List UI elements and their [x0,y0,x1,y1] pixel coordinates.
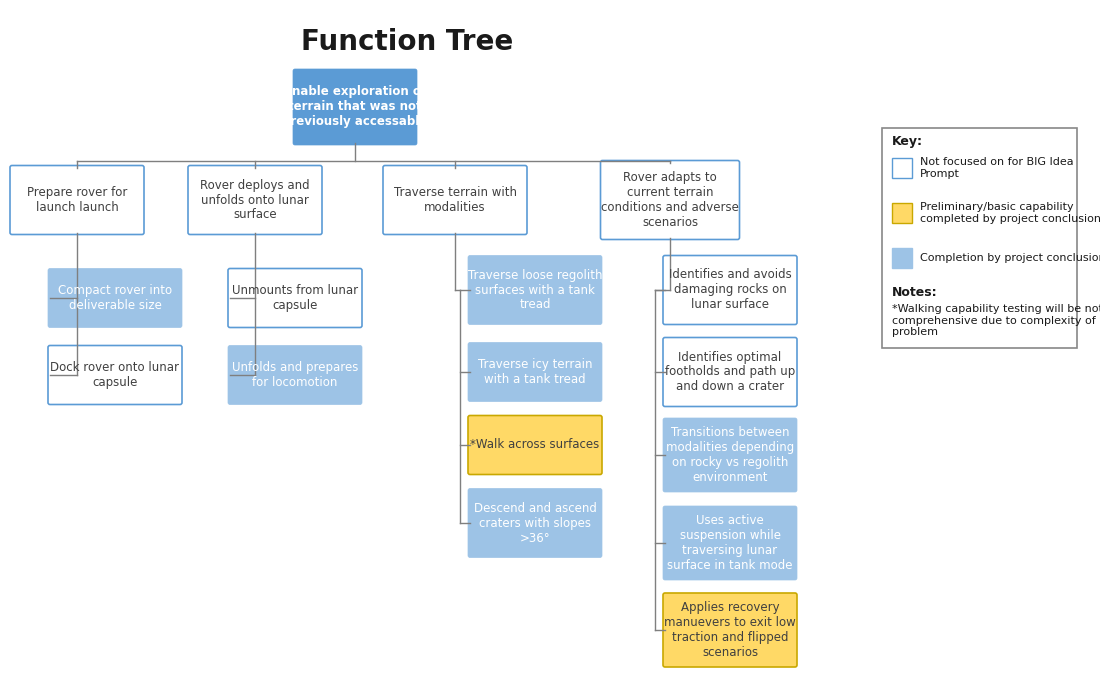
Text: *Walking capability testing will be not be
comprehensive due to complexity of
pr: *Walking capability testing will be not … [892,304,1100,337]
FancyBboxPatch shape [228,269,362,328]
FancyBboxPatch shape [663,593,798,667]
Text: Notes:: Notes: [892,286,937,299]
FancyBboxPatch shape [663,255,798,324]
Text: Traverse loose regolith
surfaces with a tank
tread: Traverse loose regolith surfaces with a … [468,269,603,312]
Text: Applies recovery
manuevers to exit low
traction and flipped
scenarios: Applies recovery manuevers to exit low t… [664,601,796,659]
FancyBboxPatch shape [601,161,739,239]
Text: Traverse icy terrain
with a tank tread: Traverse icy terrain with a tank tread [477,358,592,386]
Text: Dock rover onto lunar
capsule: Dock rover onto lunar capsule [51,361,179,389]
Text: Identifies optimal
footholds and path up
and down a crater: Identifies optimal footholds and path up… [664,351,795,393]
FancyBboxPatch shape [892,203,912,223]
Text: Unmounts from lunar
capsule: Unmounts from lunar capsule [232,284,359,312]
FancyBboxPatch shape [188,166,322,235]
Text: Unfolds and prepares
for locomotion: Unfolds and prepares for locomotion [232,361,359,389]
Text: Uses active
suspension while
traversing lunar
surface in tank mode: Uses active suspension while traversing … [668,514,793,572]
FancyBboxPatch shape [48,269,182,328]
FancyBboxPatch shape [663,338,798,406]
FancyBboxPatch shape [48,345,182,404]
FancyBboxPatch shape [468,416,602,475]
FancyBboxPatch shape [10,166,144,235]
Text: Rover deploys and
unfolds onto lunar
surface: Rover deploys and unfolds onto lunar sur… [200,178,310,221]
FancyBboxPatch shape [228,345,362,404]
FancyBboxPatch shape [468,255,602,324]
FancyBboxPatch shape [468,342,602,402]
Text: Traverse terrain with
modalities: Traverse terrain with modalities [394,186,517,214]
Text: Transitions between
modalities depending
on rocky vs regolith
environment: Transitions between modalities depending… [666,426,794,484]
FancyBboxPatch shape [468,489,602,557]
Text: Key:: Key: [892,136,923,148]
FancyBboxPatch shape [892,158,912,178]
Text: Identifies and avoids
damaging rocks on
lunar surface: Identifies and avoids damaging rocks on … [669,269,791,312]
Text: Rover adapts to
current terrain
conditions and adverse
scenarios: Rover adapts to current terrain conditio… [601,171,739,229]
Text: Descend and ascend
craters with slopes
>36°: Descend and ascend craters with slopes >… [474,502,596,544]
Text: Prepare rover for
launch launch: Prepare rover for launch launch [26,186,128,214]
Text: Enable exploration of
terrain that was not
previously accessable: Enable exploration of terrain that was n… [283,86,428,129]
Text: Completion by project conclusion: Completion by project conclusion [920,253,1100,263]
Text: Compact rover into
deliverable size: Compact rover into deliverable size [58,284,172,312]
Text: Function Tree: Function Tree [301,28,513,56]
Text: Not focused on for BIG Idea
Prompt: Not focused on for BIG Idea Prompt [920,157,1074,179]
FancyBboxPatch shape [882,128,1077,348]
FancyBboxPatch shape [892,248,912,268]
Text: *Walk across surfaces: *Walk across surfaces [471,438,600,452]
FancyBboxPatch shape [663,506,798,580]
Text: Preliminary/basic capability
completed by project conclusion: Preliminary/basic capability completed b… [920,203,1100,224]
FancyBboxPatch shape [383,166,527,235]
FancyBboxPatch shape [293,69,417,145]
FancyBboxPatch shape [663,418,798,492]
